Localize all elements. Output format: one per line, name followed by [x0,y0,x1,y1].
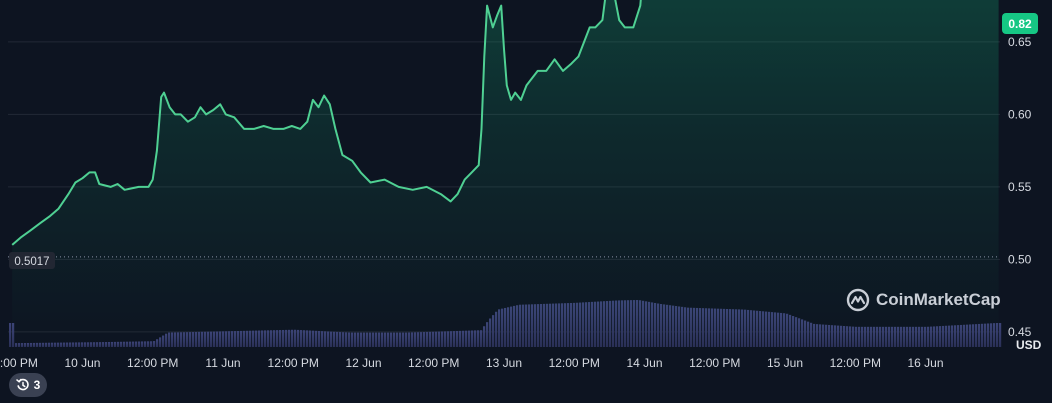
x-tick-label: 15 Jun [767,356,803,370]
history-icon [15,378,29,391]
x-axis: 12:00 PM 10 Jun 12:00 PM 11 Jun 12:00 PM 12 J… [0,356,944,370]
baseline-label: 0.5017 [9,252,55,269]
volume-bar [9,323,12,347]
x-tick-label: 12:00 PM [689,356,740,370]
y-tick-label: 0.50 [1008,252,1032,266]
x-tick-label: 13 Jun [486,356,522,370]
x-tick-label: 12:00 PM [408,356,459,370]
volume-bar [999,323,1002,347]
x-tick-label: 16 Jun [908,356,944,370]
x-tick-label: 12:00 PM [830,356,881,370]
price-area-fill [12,0,999,347]
x-tick-label: 12:00 PM [0,356,38,370]
y-tick-label: 0.65 [1008,35,1032,49]
coinmarketcap-logo-icon [846,288,870,312]
x-tick-label: 14 Jun [626,356,662,370]
current-price-badge: 0.82 [1002,13,1038,34]
y-tick-label: 0.45 [1008,325,1032,339]
x-tick-label: 12:00 PM [268,356,319,370]
x-tick-label: 12:00 PM [127,356,178,370]
x-tick-label: 10 Jun [64,356,100,370]
watermark-brand-text: CoinMarketCap [876,290,1001,309]
x-tick-label: 12:00 PM [549,356,600,370]
x-tick-label: 12 Jun [345,356,381,370]
baseline-value-label: 0.5017 [14,256,49,268]
coinmarketcap-watermark: CoinMarketCap [846,288,1001,312]
current-price-value: 0.82 [1008,17,1032,31]
x-tick-label: 11 Jun [205,356,240,370]
y-axis: 0.800.750.700.650.600.550.500.45 [1008,35,1032,339]
y-tick-label: 0.55 [1008,180,1032,194]
currency-label: USD [1016,338,1042,352]
price-line [11,0,642,246]
history-button[interactable]: 3 [9,373,47,397]
history-count: 3 [33,378,41,392]
y-tick-label: 0.60 [1008,107,1032,121]
